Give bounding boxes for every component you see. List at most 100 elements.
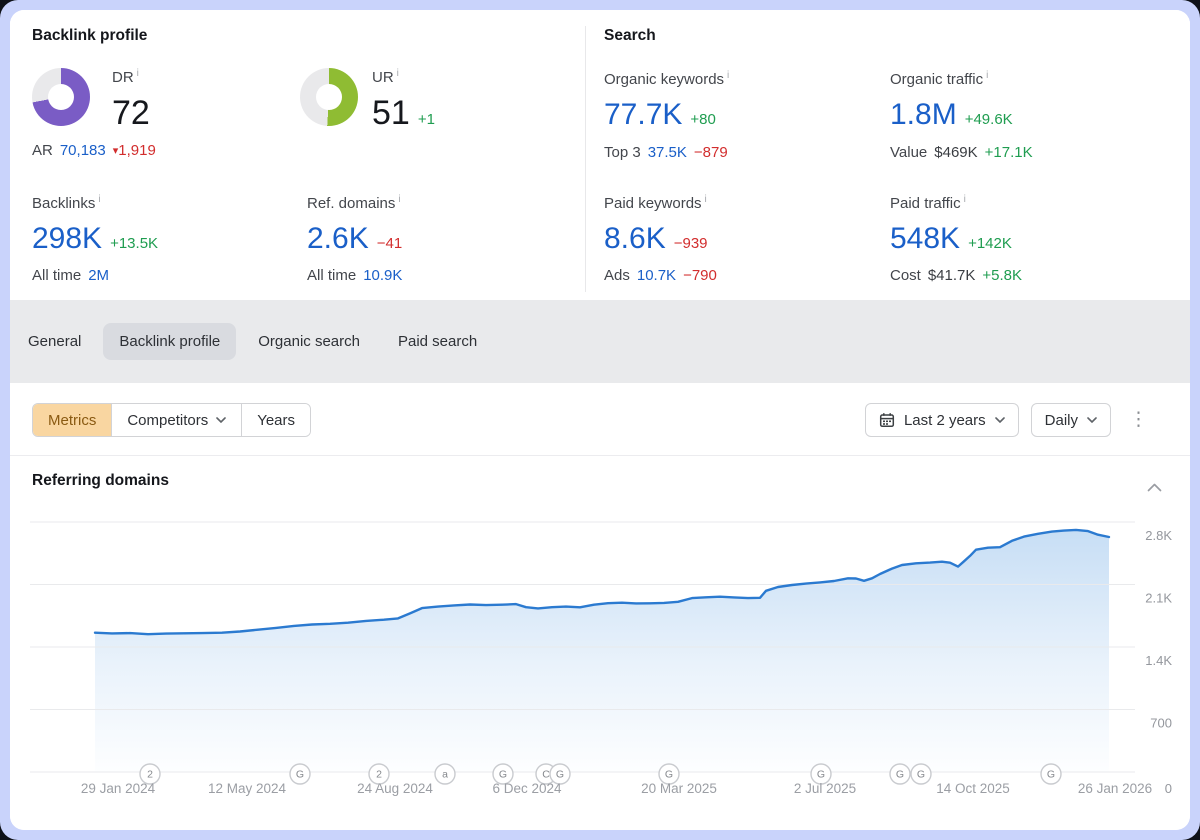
svg-text:G: G <box>917 769 925 781</box>
svg-text:26 Jan 2026: 26 Jan 2026 <box>1078 781 1152 796</box>
interval-label: Daily <box>1044 411 1078 429</box>
traffic-value-row: Value $469K +17.1K <box>890 144 1033 161</box>
info-icon[interactable]: i <box>727 70 730 81</box>
organic-traffic-value[interactable]: 1.8M <box>890 98 957 131</box>
chevron-down-icon <box>216 417 227 423</box>
svg-text:G: G <box>1047 769 1055 781</box>
organic-traffic-label: Organic traffic i <box>890 70 989 88</box>
info-icon[interactable]: i <box>396 68 399 79</box>
svg-text:24 Aug 2024: 24 Aug 2024 <box>357 781 433 796</box>
info-icon[interactable]: i <box>98 194 101 205</box>
ref-domains-alltime-value[interactable]: 10.9K <box>363 267 403 284</box>
paid-traffic-label: Paid traffic i <box>890 194 966 212</box>
svg-text:a: a <box>442 769 448 781</box>
paid-traffic-value-row: 548K +142K <box>890 222 1012 256</box>
more-options-kebab-icon[interactable]: ⋮ <box>1129 409 1148 430</box>
organic-traffic-value-row: 1.8M +49.6K <box>890 98 1013 132</box>
gridlines <box>30 521 1135 773</box>
organic-keywords-value[interactable]: 77.7K <box>604 98 683 131</box>
svg-text:20 Mar 2025: 20 Mar 2025 <box>641 781 717 796</box>
svg-text:14 Oct 2025: 14 Oct 2025 <box>936 781 1010 796</box>
top3-row: Top 3 37.5K −879 <box>604 144 728 161</box>
toolbar-right-controls: Last 2 years Daily ⋮ <box>864 403 1154 437</box>
date-range-button[interactable]: Last 2 years <box>864 403 1019 437</box>
calendar-icon <box>879 413 894 428</box>
ads-value[interactable]: 10.7K <box>636 267 677 284</box>
y-axis-labels: 0 700 1.4K 2.1K 2.8K <box>1145 528 1172 796</box>
tab-organic-search[interactable]: Organic search <box>258 333 360 350</box>
metrics-segment[interactable]: Metrics <box>33 404 112 436</box>
referring-domains-heading: Referring domains <box>32 472 169 489</box>
ur-donut-chart <box>300 68 358 126</box>
dr-donut-chart <box>32 68 90 126</box>
info-icon[interactable]: i <box>704 194 707 205</box>
ar-value[interactable]: 70,183 <box>59 142 106 159</box>
dr-label: DR i <box>112 68 139 86</box>
tab-paid-search[interactable]: Paid search <box>397 333 478 350</box>
svg-text:0: 0 <box>1165 781 1172 796</box>
chevron-down-icon <box>1087 417 1097 423</box>
ur-value: 51 <box>372 94 410 132</box>
paid-keywords-value[interactable]: 8.6K <box>604 222 666 255</box>
organic-traffic-delta: +49.6K <box>964 111 1013 128</box>
svg-text:2.1K: 2.1K <box>1145 591 1172 606</box>
competitors-segment[interactable]: Competitors <box>111 404 242 436</box>
backlinks-alltime-row: All time 2M <box>32 267 110 284</box>
backlinks-value-row: 298K +13.5K <box>32 222 158 256</box>
ur-value-row: 51 +1 <box>372 94 435 132</box>
cost-row: Cost $41.7K +5.8K <box>890 267 1023 284</box>
top3-delta: −879 <box>693 144 728 161</box>
svg-text:29 Jan 2024: 29 Jan 2024 <box>81 781 156 796</box>
svg-text:2.8K: 2.8K <box>1145 528 1172 543</box>
info-icon[interactable]: i <box>963 194 966 205</box>
paid-traffic-delta: +142K <box>968 235 1012 252</box>
top3-value[interactable]: 37.5K <box>647 144 687 161</box>
svg-text:1.4K: 1.4K <box>1145 653 1172 668</box>
ar-label: AR <box>32 142 53 159</box>
series-line <box>93 528 1111 636</box>
x-axis-labels: 29 Jan 2024 12 May 2024 24 Aug 2024 6 Dec 2… <box>81 781 1152 796</box>
info-icon[interactable]: i <box>136 68 139 79</box>
tab-general[interactable]: General <box>28 333 82 350</box>
panel-divider <box>585 26 586 292</box>
app-card: Backlink profile DR i 72 UR i 51 +1 AR 70,… <box>10 10 1190 830</box>
organic-keywords-delta: +80 <box>690 111 716 128</box>
ref-domains-label: Ref. domains i <box>307 194 401 212</box>
tab-backlink-profile[interactable]: Backlink profile <box>103 323 237 360</box>
backlinks-value[interactable]: 298K <box>32 222 103 255</box>
paid-traffic-value[interactable]: 548K <box>890 222 961 255</box>
ar-delta: ▾1,919 <box>112 142 156 159</box>
svg-text:G: G <box>817 769 825 781</box>
down-triangle-icon: ▾ <box>112 145 119 157</box>
svg-text:2: 2 <box>376 769 382 781</box>
years-segment[interactable]: Years <box>241 404 311 436</box>
cost-delta: +5.8K <box>982 267 1023 284</box>
collapse-section-button[interactable] <box>1143 476 1166 499</box>
info-icon[interactable]: i <box>398 194 401 205</box>
ads-delta: −790 <box>683 267 717 284</box>
svg-text:2: 2 <box>147 769 153 781</box>
paid-keywords-delta: −939 <box>673 235 708 252</box>
referring-domains-card: Referring domains 0 700 1.4K 2.1K 2.8K 2 G 2 a G C… <box>10 456 1190 830</box>
ur-delta: +1 <box>417 111 435 128</box>
info-icon[interactable]: i <box>986 70 989 81</box>
organic-keywords-label: Organic keywords i <box>604 70 730 88</box>
svg-text:G: G <box>296 769 304 781</box>
date-range-label: Last 2 years <box>903 411 986 429</box>
backlinks-label: Backlinks i <box>32 194 101 212</box>
svg-text:6 Dec 2024: 6 Dec 2024 <box>492 781 562 796</box>
dr-value: 72 <box>112 94 150 132</box>
ref-domains-value[interactable]: 2.6K <box>307 222 369 255</box>
svg-text:C: C <box>542 769 550 781</box>
svg-text:G: G <box>556 769 564 781</box>
search-heading: Search <box>604 27 656 44</box>
ar-row: AR 70,183 ▾1,919 <box>32 142 156 159</box>
overview-panel: Backlink profile DR i 72 UR i 51 +1 AR 70,… <box>10 10 1190 300</box>
backlinks-alltime-value[interactable]: 2M <box>88 267 110 284</box>
ur-label: UR i <box>372 68 399 86</box>
backlink-profile-heading: Backlink profile <box>32 27 148 44</box>
interval-button[interactable]: Daily <box>1030 403 1111 437</box>
